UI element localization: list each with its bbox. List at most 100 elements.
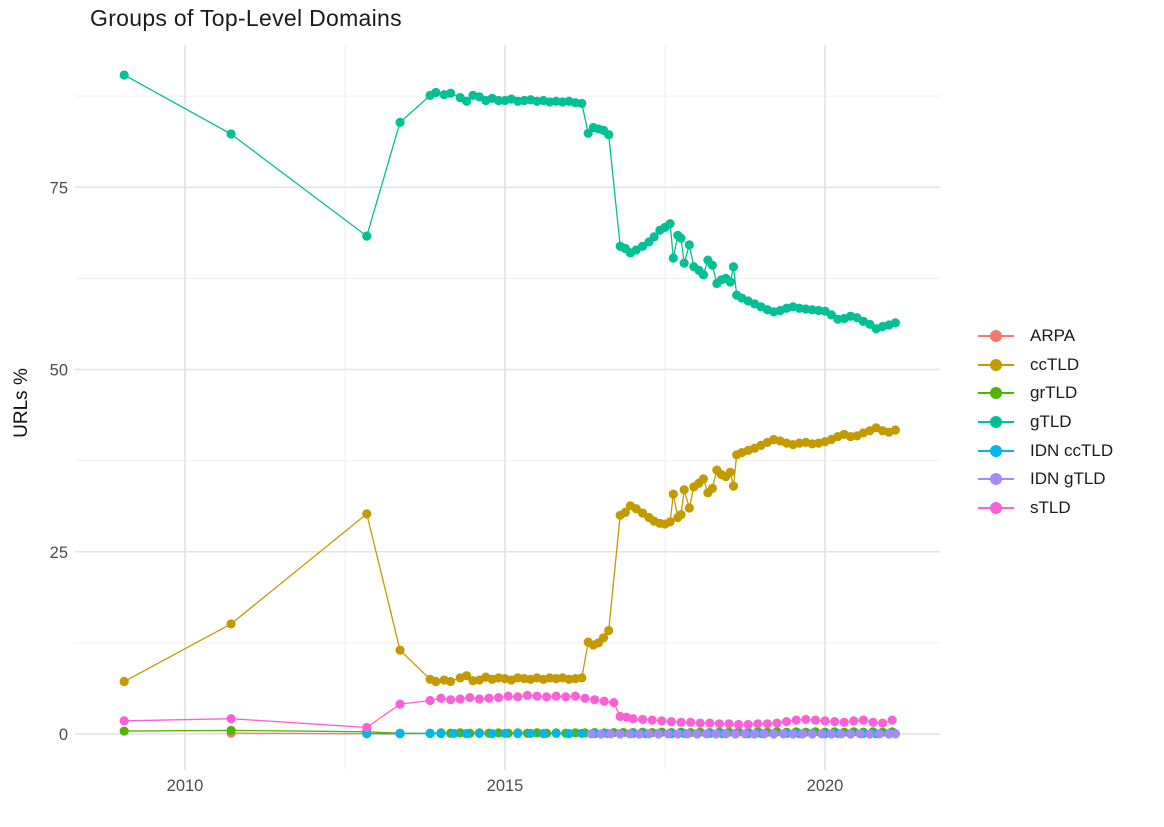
y-tick-label: 0 [59,726,68,744]
series-cctld-point [676,509,686,520]
y-tick-label: 75 [50,179,68,197]
series-stld-point [849,716,859,726]
series-gtld-point [684,240,694,250]
series-cctld-point [620,507,630,517]
series-stld-point [705,718,715,728]
series-cctld-point [598,633,609,643]
series-idn-cctld-point [513,729,523,739]
series-idn-cctld-point [436,729,446,739]
series-cctld-point [431,676,441,687]
legend-label: grTLD [1030,383,1078,403]
legend-dot-icon [990,416,1002,429]
series-gtld [119,70,901,334]
x-tick-label: 2015 [487,777,524,795]
series-idn-gtld-point [769,729,779,739]
series-idn-gtld-point [740,729,750,739]
series-gtld-point [665,219,675,229]
series-idn-gtld-point [634,729,645,739]
legend: ARPA ccTLD grTLD gTLD IDN ccTLD IDN gTLD sTLD [978,322,1113,522]
legend-key-arpa-icon [978,329,1014,343]
legend-dot-icon [990,387,1002,400]
series-cctld-line [123,427,896,683]
legend-label: sTLD [1030,497,1071,517]
series-stld-point [465,692,475,703]
series-cctld-point [679,485,689,495]
series-idn-cctld-point [487,729,497,739]
legend-dot-icon [990,501,1002,514]
series-idn-gtld [586,729,901,739]
series-idn-gtld-point [730,729,741,739]
series-idn-gtld-point [682,729,693,739]
series-idn-gtld-point [711,729,721,739]
series-stld-point [753,719,763,729]
x-tick-label: 2020 [807,777,844,795]
series-grtld-point [226,725,236,735]
series-gtld-point [707,260,717,270]
legend-item-idn-gtld: IDN gTLD [978,465,1113,494]
series-idn-gtld-point [807,729,817,739]
series-stld-point [474,694,484,704]
series-stld-point [762,719,773,729]
series-stld-point [395,699,405,709]
series-idn-cctld-point [500,728,510,739]
series-cctld-point [728,481,739,491]
series-stld-point [362,722,372,733]
series-stld-point [887,715,897,725]
series-gtld-point [431,87,441,98]
series-idn-gtld-point [644,729,654,739]
series-idn-cctld-point [526,728,536,739]
series-idn-gtld-point [865,729,875,739]
series-idn-gtld-point [615,729,625,739]
series-idn-gtld-point [663,729,673,739]
series-stld-point [561,692,571,702]
legend-label: gTLD [1030,412,1072,432]
series-stld-point [425,695,435,706]
series-cctld-point [395,645,405,655]
series-stld-point [503,691,513,701]
series-cctld-point [462,671,472,681]
series-cctld-point [725,467,735,477]
series-cctld-point [604,625,614,636]
series-stld-point [446,695,456,705]
series-idn-gtld-point [817,729,827,739]
series-cctld-point [707,483,717,493]
series-stld-point [695,718,705,728]
series-stld-point [628,714,638,724]
series-stld-point [580,693,590,703]
series-cctld-point [684,503,694,513]
series-gtld-point [679,258,689,268]
series-idn-gtld-point [836,729,846,739]
series-stld-point [455,694,465,704]
series-cctld-point [446,676,456,687]
series-idn-cctld-point [551,728,561,739]
series-idn-gtld-point [890,729,901,739]
series-gtld-point [698,270,709,280]
series-stld-point [542,692,552,702]
series-gtld-line [123,74,896,330]
series-cctld-point [698,474,709,484]
series-stld-point [791,715,801,725]
legend-label: ARPA [1030,326,1076,346]
series-idn-gtld-point [778,729,789,739]
series-gtld-point [728,262,739,272]
series-stld-point [551,691,561,701]
legend-key-grtld-icon [978,386,1014,400]
series-gtld-point [395,117,405,127]
series-idn-gtld-point [654,729,664,739]
series-stld-point [839,717,849,727]
series-gtld-point [577,98,587,109]
series-stld-point [686,717,696,727]
series-idn-gtld-point [874,729,885,739]
series-idn-cctld-point [474,728,484,739]
series-idn-gtld-point [750,729,760,739]
series-stld-point [676,717,686,727]
chart-title: Groups of Top-Level Domains [90,5,402,31]
legend-key-idn-gtld-icon [978,472,1014,486]
series-stld-point [810,715,821,725]
series-idn-cctld-point [449,728,459,739]
series-idn-gtld-point [721,729,731,739]
series-idn-gtld-point [596,729,606,739]
legend-item-idn-cctld: IDN ccTLD [978,436,1113,465]
